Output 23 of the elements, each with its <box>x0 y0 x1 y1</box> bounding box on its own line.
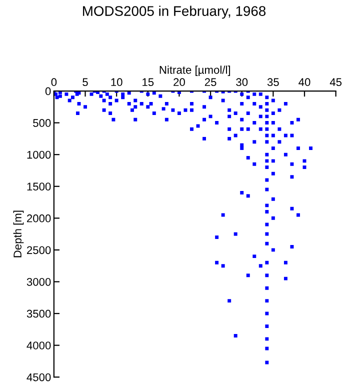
y-tick-label: 500 <box>33 119 51 127</box>
x-tick-label: 25 <box>204 78 216 86</box>
x-tick-label: 35 <box>267 78 279 86</box>
y-axis-title: Depth [m] <box>13 210 24 258</box>
y-tick-label: 3500 <box>26 310 51 318</box>
x-tick-label: 40 <box>298 78 310 86</box>
x-tick-label: 5 <box>82 78 88 86</box>
y-tick-label: 0 <box>45 87 51 96</box>
y-tick-label: 1000 <box>27 150 51 159</box>
y-tick-label: 2500 <box>27 246 51 254</box>
y-tick-label: 2000 <box>27 214 51 222</box>
x-tick-label: 20 <box>174 78 185 86</box>
x-tick-label: 0 <box>51 78 57 86</box>
x-tick-label: 45 <box>330 78 342 86</box>
y-tick-label: 1500 <box>27 182 51 191</box>
x-tick-label: 10 <box>111 78 122 86</box>
y-tick-label: 4500 <box>26 373 51 382</box>
x-tick-label: 15 <box>142 78 154 86</box>
chart-title: MODS2005 in February, 1968 <box>83 6 266 19</box>
x-tick-label: 30 <box>236 78 248 86</box>
x-axis-title: Nitrate [µmol/l] <box>160 66 230 76</box>
y-tick-label: 3000 <box>26 278 51 286</box>
y-tick-label: 4000 <box>26 342 51 350</box>
